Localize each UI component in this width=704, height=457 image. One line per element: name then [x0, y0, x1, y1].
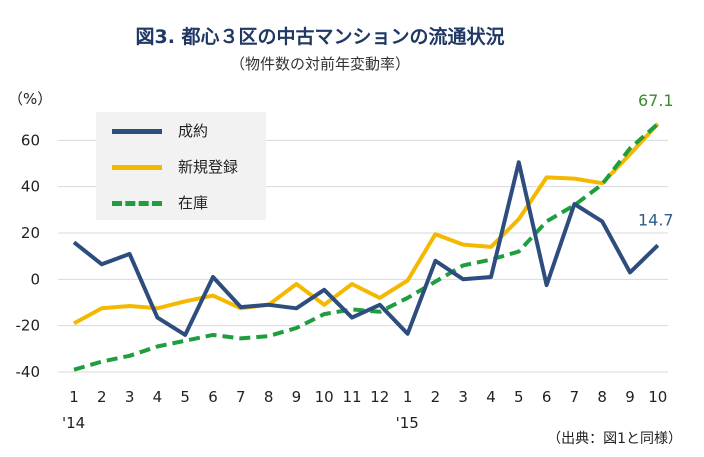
x-tick-label: 1	[69, 388, 79, 406]
y-tick-label: 40	[21, 178, 40, 196]
y-tick-label: 20	[21, 224, 40, 242]
y-tick-label: 60	[21, 131, 40, 149]
legend-label-new-listing: 新規登録	[178, 158, 239, 176]
x-tick-label: 6	[208, 388, 218, 406]
x-tick-label: 11	[342, 388, 361, 406]
x-tick-label: 3	[125, 388, 135, 406]
x-tick-label: 10	[648, 388, 667, 406]
data-label-end-2: 67.1	[638, 91, 674, 110]
series-line-0	[72, 160, 660, 337]
legend-swatch-inventory	[112, 201, 162, 206]
x-tick-label: 12	[370, 388, 389, 406]
x-tick-label: 10	[315, 388, 334, 406]
legend-swatch-new-listing	[112, 165, 162, 170]
legend-swatch-contract	[112, 129, 162, 134]
x-tick-label: 2	[431, 388, 441, 406]
x-tick-label: 4	[486, 388, 496, 406]
x-tick-label: 3	[458, 388, 468, 406]
x-tick-label: 7	[236, 388, 246, 406]
x-tick-label: 9	[292, 388, 302, 406]
x-tick-label: 5	[514, 388, 524, 406]
x-tick-label: 9	[625, 388, 635, 406]
y-tick-label: -20	[16, 317, 41, 335]
data-label-end-0: 14.7	[638, 210, 674, 229]
source-note: （出典：図1と同様）	[547, 431, 682, 447]
legend-label-contract: 成約	[178, 122, 209, 140]
chart-subtitle: （物件数の対前年変動率）	[229, 55, 410, 73]
legend-item-contract: 成約	[96, 116, 266, 144]
x-tick-label: 8	[597, 388, 607, 406]
x-tick-label: 7	[570, 388, 580, 406]
y-tick-label: 0	[30, 270, 40, 288]
chart-title: 図3. 都心３区の中古マンションの流通状況	[135, 26, 505, 48]
year-label: '14	[62, 414, 85, 432]
x-tick-label: 4	[153, 388, 163, 406]
x-tick-label: 5	[180, 388, 190, 406]
legend-label-inventory: 在庫	[178, 194, 209, 212]
y-axis-unit: （%）	[8, 90, 53, 108]
x-tick-label: 6	[542, 388, 552, 406]
year-label: '15	[396, 414, 419, 432]
legend: 成約 新規登録 在庫	[96, 112, 266, 220]
y-tick-label: -40	[16, 363, 41, 381]
x-tick-label: 1	[403, 388, 413, 406]
x-tick-label: 2	[97, 388, 107, 406]
series-line-1	[73, 122, 660, 326]
x-tick-label: 8	[264, 388, 274, 406]
legend-item-new-listing: 新規登録	[96, 152, 266, 180]
legend-item-inventory: 在庫	[96, 188, 266, 216]
